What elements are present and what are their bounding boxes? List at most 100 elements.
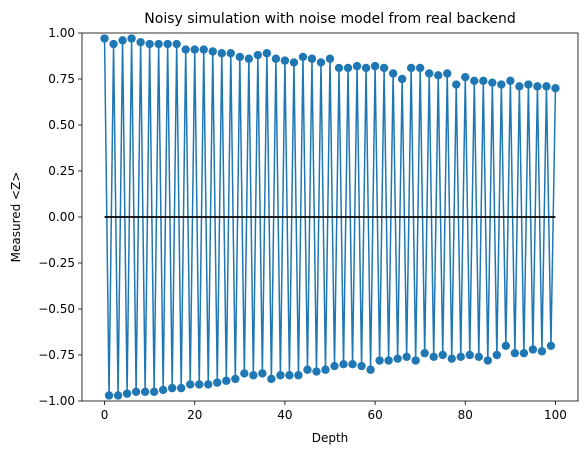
data-point	[226, 49, 235, 58]
data-point	[172, 39, 181, 49]
data-point	[312, 367, 321, 376]
data-point	[240, 369, 249, 378]
data-point	[506, 76, 515, 86]
data-point	[537, 347, 547, 356]
data-point	[452, 80, 461, 89]
data-point	[190, 45, 199, 54]
data-point	[393, 354, 402, 363]
data-point	[244, 54, 254, 63]
data-point	[163, 39, 172, 49]
data-point	[109, 39, 118, 49]
data-point	[366, 365, 375, 374]
data-point	[208, 47, 217, 56]
data-point	[406, 63, 416, 73]
chart-title: Noisy simulation with noise model from r…	[144, 11, 515, 27]
data-point	[361, 63, 371, 73]
data-point	[370, 61, 380, 71]
data-point	[258, 369, 267, 378]
data-point	[253, 50, 263, 60]
data-point	[158, 385, 168, 395]
data-point	[167, 383, 177, 393]
data-point	[470, 76, 479, 86]
data-point	[334, 63, 344, 73]
x-tick-label: 0	[101, 408, 109, 422]
data-point	[402, 352, 411, 362]
x-tick-label: 60	[367, 408, 382, 422]
x-tick-label: 80	[458, 408, 473, 422]
data-point	[217, 49, 226, 58]
data-point	[375, 356, 384, 365]
data-point	[303, 365, 312, 374]
data-point	[213, 378, 222, 387]
y-tick-label: 0.75	[48, 72, 75, 86]
data-point	[352, 61, 362, 71]
data-point	[122, 389, 132, 398]
data-point	[131, 387, 141, 396]
data-point	[113, 391, 123, 400]
data-point	[343, 63, 353, 73]
data-point	[492, 350, 502, 360]
data-point	[357, 361, 366, 371]
data-point	[497, 80, 506, 89]
data-point	[271, 54, 281, 63]
data-point	[434, 71, 443, 80]
data-point	[551, 84, 560, 93]
y-tick-label: −0.75	[38, 348, 75, 362]
data-point	[379, 63, 389, 73]
data-point	[397, 74, 407, 84]
data-point	[510, 348, 520, 358]
data-point	[515, 82, 524, 91]
data-point	[127, 34, 136, 43]
data-point	[348, 360, 357, 369]
data-point	[186, 380, 195, 389]
x-tick-label: 100	[544, 408, 567, 422]
y-tick-label: 0.50	[48, 118, 75, 132]
data-point	[425, 69, 434, 78]
data-point	[465, 350, 474, 360]
data-point	[479, 76, 488, 86]
data-point	[321, 365, 330, 374]
y-tick-label: 0.00	[48, 210, 75, 224]
x-tick-label: 20	[187, 408, 202, 422]
data-point	[483, 356, 493, 365]
data-point	[177, 383, 186, 393]
data-point	[388, 69, 398, 78]
data-point	[474, 352, 483, 362]
data-point	[145, 39, 154, 49]
y-tick-label: 0.25	[48, 164, 75, 178]
data-point	[298, 52, 308, 62]
data-point	[289, 58, 299, 67]
data-point	[199, 45, 208, 54]
data-point	[294, 371, 303, 380]
data-point	[488, 78, 497, 87]
data-point	[330, 361, 339, 371]
data-point	[195, 380, 204, 389]
data-point	[118, 36, 127, 45]
data-point	[100, 34, 109, 43]
data-point	[181, 45, 190, 54]
data-point	[285, 371, 294, 380]
data-point	[461, 72, 470, 82]
x-axis-label: Depth	[312, 431, 349, 445]
data-point	[307, 54, 317, 63]
data-point	[222, 376, 231, 385]
data-point	[316, 58, 326, 67]
data-point	[384, 356, 393, 365]
data-point	[411, 356, 420, 365]
data-point	[533, 82, 542, 91]
data-point	[501, 341, 511, 350]
data-point	[528, 345, 538, 354]
data-point	[325, 54, 335, 63]
data-point	[456, 352, 465, 362]
data-point	[519, 348, 529, 358]
axes: 0 20 40 60 80 100 1.00 0.75 0.50 0.25 0.00 −0.25 −0.…	[38, 26, 579, 422]
data-point	[140, 387, 150, 396]
data-point	[546, 341, 556, 350]
data-point	[339, 360, 348, 369]
y-tick-label: −1.00	[38, 394, 75, 408]
y-axis-label: Measured <Z>	[9, 172, 23, 263]
data-point	[429, 352, 438, 362]
data-point	[420, 348, 429, 358]
x-tick-label: 40	[277, 408, 292, 422]
